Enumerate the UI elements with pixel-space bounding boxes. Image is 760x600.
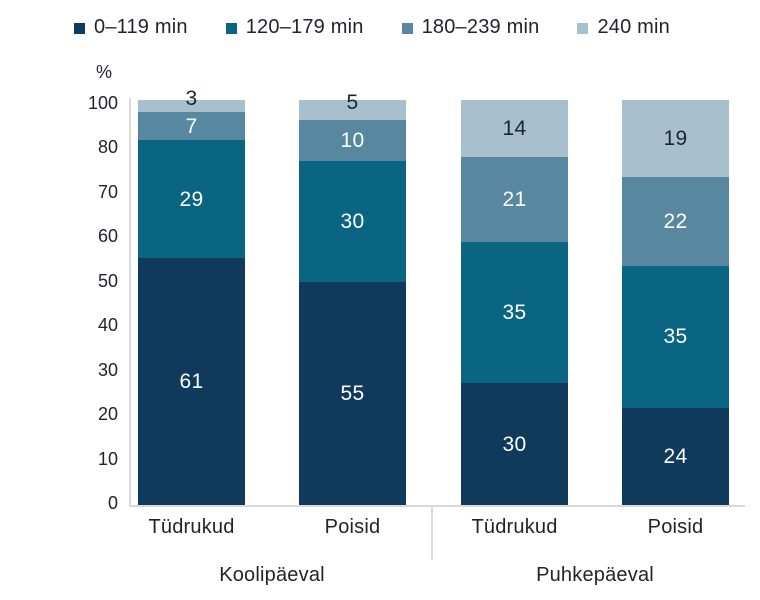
bar-segment: 21 [461,156,568,242]
bar-poisid-1: 5 10 30 55 [299,92,406,505]
bar-value-label: 35 [663,325,688,349]
group-label: Puhkepäeval [536,564,654,586]
x-category-label: Tüdrukud [148,516,235,538]
bar-value-label: 14 [502,116,527,140]
legend-label: 180–239 min [421,16,540,38]
bar-value-label: 19 [663,126,688,150]
y-tick-label: 50 [97,270,118,291]
y-axis-unit-label: % [95,62,112,82]
y-axis-tick-labels: 100 80 70 60 50 40 30 20 10 0 [0,0,118,600]
bar-value-label: 7 [185,114,198,138]
bar-segment: 30 [299,160,406,283]
y-tick-label: 70 [97,181,118,202]
x-axis-line [129,505,745,507]
bar-segment: 22 [622,176,729,267]
bar-segment: 55 [299,282,406,505]
group-separator-line [431,505,433,560]
bar-segment: 30 [461,383,568,505]
legend-item: 0–119 min [74,16,188,39]
bar-value-label: 22 [663,209,688,233]
bar-segment: 3 [138,88,245,113]
y-tick-label: 20 [97,404,118,425]
y-tick-label: 0 [107,493,118,513]
x-category-label: Tüdrukud [471,516,558,538]
legend-item: 180–239 min [401,16,540,39]
bar-segment: 19 [622,100,729,177]
legend-label: 240 min [597,16,670,38]
bar-value-label: 35 [502,301,527,325]
x-category-label: Poisid [324,516,381,538]
legend-label: 120–179 min [245,16,364,38]
bar-value-label: 5 [346,90,359,114]
y-tick-label: 10 [97,448,118,469]
bar-tüdrukud-2: 14 21 35 30 [461,100,568,505]
bar-value-label: 61 [179,369,204,393]
bar-value-label: 30 [502,432,527,456]
y-tick-label: 80 [97,137,118,158]
bar-value-label: 10 [340,129,365,152]
legend-item: 120–179 min [225,16,364,39]
bar-segment: 10 [299,120,406,161]
legend-marker-icon [577,22,589,34]
legend-marker-icon [74,22,85,34]
legend-item: 240 min [577,16,670,39]
legend-marker-icon [401,22,413,34]
legend-label: 0–119 min [94,16,188,38]
bar-segment: 29 [138,140,245,258]
y-tick-label: 40 [97,315,118,336]
plot-area: 3 7 29 61 5 10 30 55 14 21 35 30 19 22 35 24 [129,88,745,507]
legend: 0–119 min 120–179 min 180–239 min 240 min [74,16,760,39]
bar-tüdrukud-0: 3 7 29 61 [138,88,245,505]
bar-segment: 35 [622,266,729,408]
bar-value-label: 3 [185,86,198,110]
bar-value-label: 24 [663,444,688,468]
y-axis-line [129,98,131,505]
bar-segment: 7 [138,112,245,141]
bar-segment: 61 [138,257,245,505]
y-tick-label: 30 [97,359,118,380]
bar-segment: 24 [622,407,729,505]
y-tick-label: 100 [87,93,118,113]
x-category-label: Poisid [647,516,704,538]
bar-segment: 5 [299,92,406,121]
bar-value-label: 29 [179,187,204,211]
bar-segment: 35 [461,241,568,384]
legend-marker-icon [225,22,237,34]
bar-value-label: 55 [340,382,365,406]
bar-value-label: 21 [502,187,527,211]
group-label: Koolipäeval [219,564,325,586]
bar-segment: 14 [461,100,568,157]
bar-value-label: 30 [340,210,365,233]
y-tick-label: 60 [97,226,118,247]
bar-poisid-3: 19 22 35 24 [622,100,729,505]
